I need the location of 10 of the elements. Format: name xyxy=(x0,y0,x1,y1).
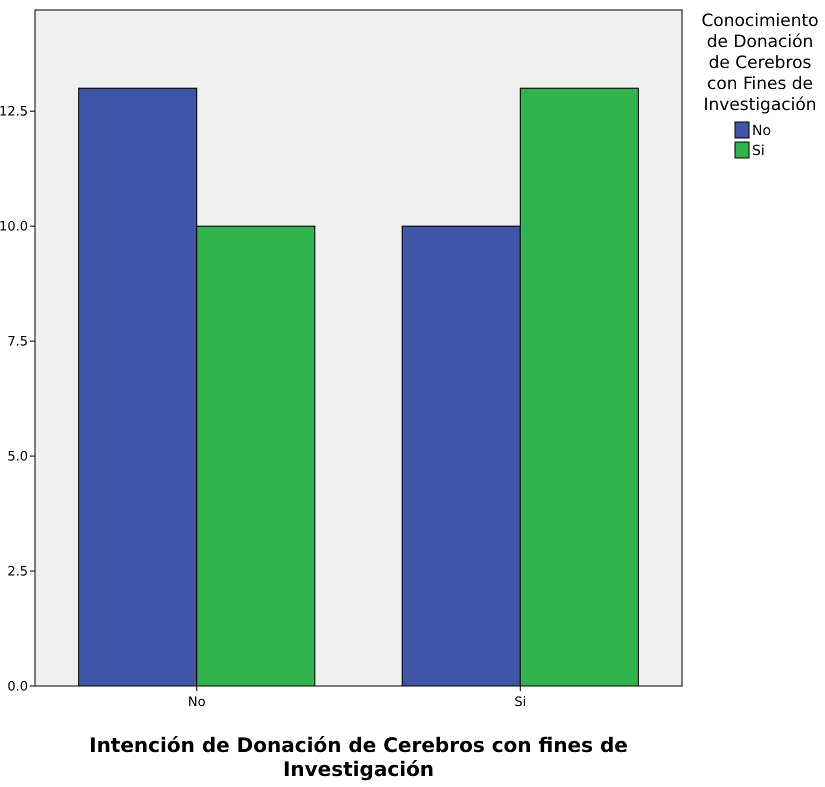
y-tick-label: 10.0 xyxy=(0,220,28,235)
legend-label: Si xyxy=(752,143,765,159)
y-tick-label: 5.0 xyxy=(7,450,28,465)
y-tick-label: 0.0 xyxy=(7,680,28,695)
legend-label: No xyxy=(752,123,772,139)
y-tick-label: 12.5 xyxy=(0,104,28,120)
legend-title: Conocimiento de Donación de Cerebros con Fines de Investigación xyxy=(701,11,819,115)
y-tick-label: 2.5 xyxy=(7,564,28,580)
y-tick-label: 7.5 xyxy=(7,334,28,350)
x-axis-title: Intención de Donación de Cerebros con fines de Investigación xyxy=(89,733,628,781)
